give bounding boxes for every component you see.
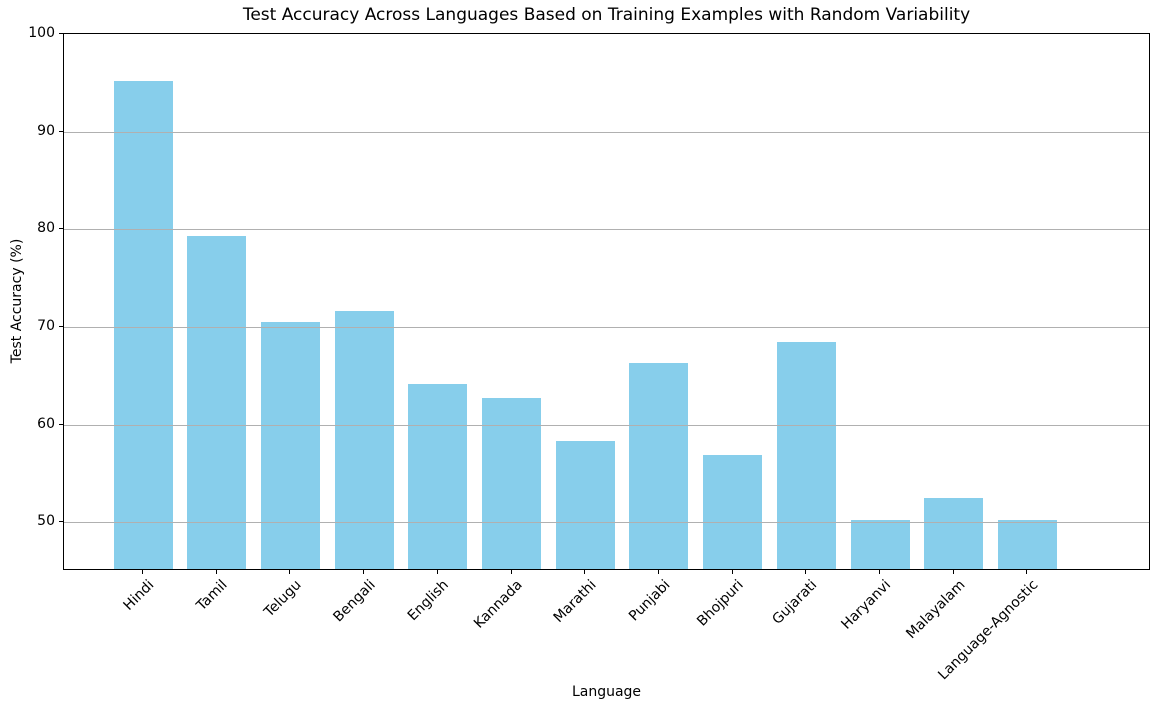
y-gridline	[64, 522, 1149, 524]
x-tick-mark	[363, 570, 365, 574]
x-tick-label: Bengali	[330, 577, 379, 626]
bar-bhojpuri	[703, 454, 763, 569]
x-tick-mark	[215, 570, 217, 574]
bar-tamil	[187, 236, 247, 569]
y-tick-label: 50	[37, 513, 55, 530]
x-tick-label: Bhojpuri	[694, 577, 747, 630]
x-tick-mark	[879, 570, 880, 574]
x-tick-mark	[731, 570, 733, 574]
y-gridline	[64, 131, 1149, 133]
y-tick-mark	[59, 521, 63, 523]
plot-area	[63, 33, 1150, 570]
y-axis-label: Test Accuracy (%)	[9, 238, 25, 364]
y-tick-label: 80	[37, 220, 55, 237]
bar-punjabi	[629, 363, 689, 569]
x-tick-mark	[657, 570, 659, 574]
bar-marathi	[555, 441, 615, 569]
x-axis-label: Language	[571, 684, 642, 700]
bar-bengali	[334, 311, 394, 569]
y-tick-mark	[59, 228, 63, 230]
bars-layer	[64, 34, 1149, 569]
x-tick-mark	[289, 570, 291, 574]
y-gridline	[64, 424, 1149, 426]
y-tick-label: 60	[37, 415, 55, 432]
x-tick-mark	[142, 570, 143, 574]
x-tick-label: Kannada	[471, 577, 526, 632]
x-tick-mark	[436, 570, 438, 574]
x-tick-mark	[805, 570, 807, 574]
bar-kannada	[482, 398, 541, 569]
x-tick-mark	[584, 570, 586, 574]
y-tick-mark	[59, 325, 63, 327]
x-tick-label: Marathi	[550, 577, 600, 626]
x-tick-mark	[1026, 570, 1028, 574]
y-tick-mark	[59, 423, 63, 425]
chart-title: Test Accuracy Across Languages Based on …	[242, 5, 971, 25]
y-tick-mark	[59, 33, 63, 34]
y-tick-mark	[59, 130, 63, 132]
bar-english	[408, 383, 468, 569]
bar-malayalam	[924, 497, 984, 569]
x-tick-label: Telugu	[261, 577, 305, 621]
bar-language-agnostic	[997, 520, 1057, 569]
x-tick-label: Haryanvi	[838, 577, 895, 633]
x-tick-label: English	[405, 577, 453, 625]
bar-hindi	[113, 80, 173, 569]
x-tick-label: Malayalam	[902, 577, 969, 643]
grid-layer	[64, 34, 1149, 569]
x-tick-label: Hindi	[120, 577, 158, 614]
bar-telugu	[260, 321, 320, 569]
x-tick-label: Punjabi	[625, 577, 674, 625]
bar-haryanvi	[850, 520, 910, 569]
x-tick-mark	[510, 570, 512, 574]
x-tick-label: Gujarati	[769, 577, 821, 628]
y-tick-label: 70	[37, 317, 55, 334]
y-gridline	[64, 229, 1149, 231]
x-tick-label: Tamil	[194, 577, 232, 614]
y-gridline	[64, 326, 1149, 328]
x-tick-mark	[952, 570, 954, 574]
bar-gujarati	[776, 342, 836, 569]
y-tick-label: 100	[28, 25, 55, 41]
y-tick-label: 90	[37, 122, 55, 139]
